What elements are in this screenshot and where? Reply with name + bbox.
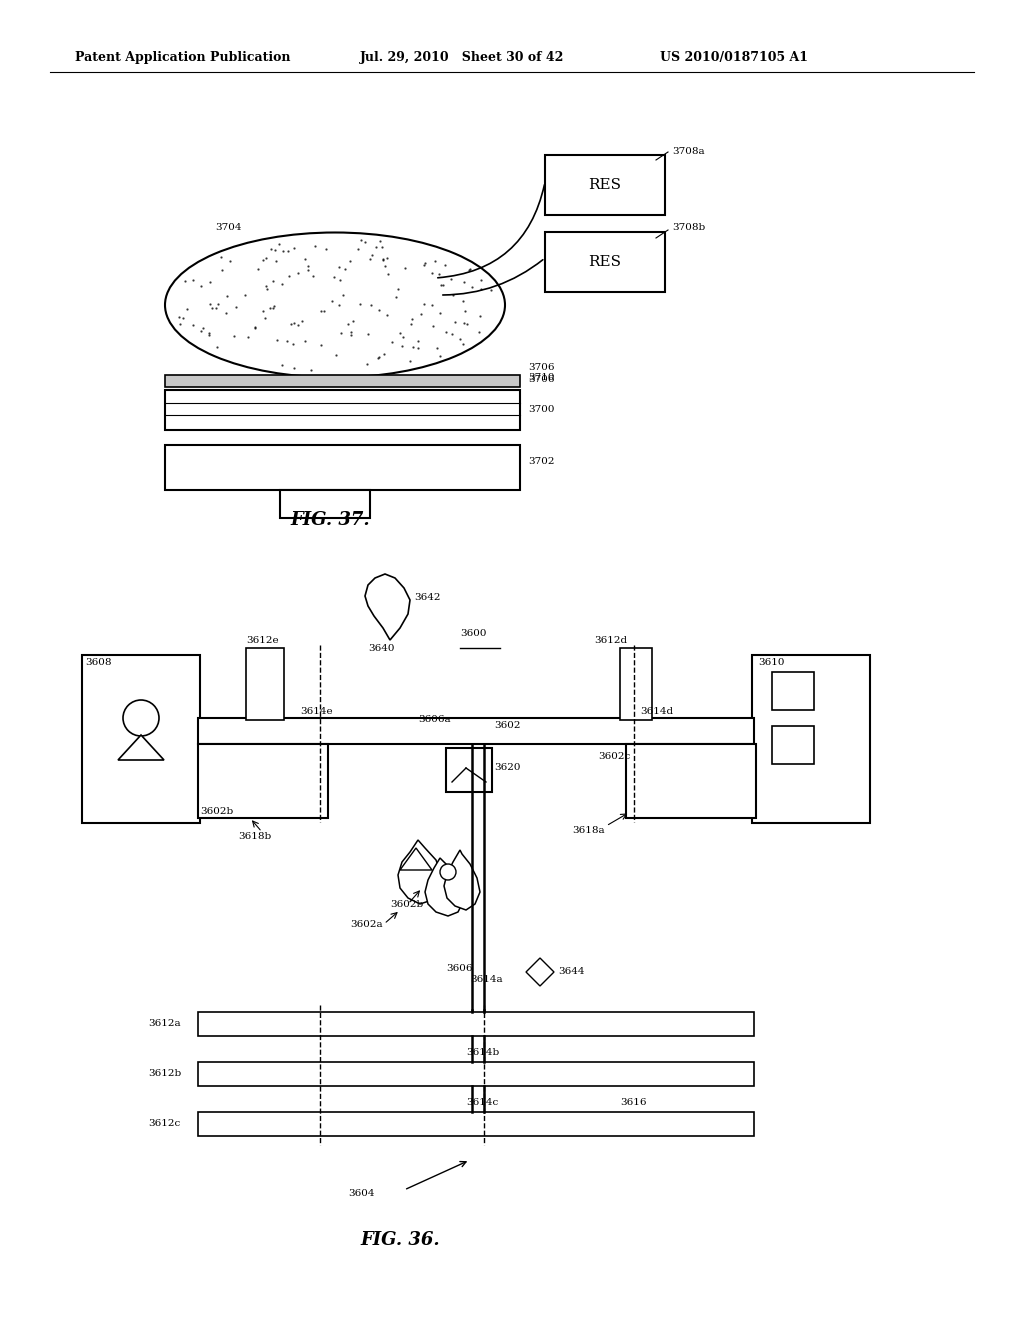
Bar (198, 1012, 754, 1036)
Bar (620, 648, 652, 719)
Bar (198, 1063, 754, 1086)
Bar (446, 748, 492, 792)
Bar (280, 490, 370, 517)
Text: 3610: 3610 (758, 657, 784, 667)
Text: 3608: 3608 (85, 657, 112, 667)
Text: 3604: 3604 (348, 1189, 375, 1199)
Bar (545, 154, 665, 215)
Bar (772, 672, 814, 710)
Text: 3618b: 3618b (238, 832, 271, 841)
Polygon shape (526, 958, 554, 986)
Bar (772, 726, 814, 764)
Polygon shape (118, 735, 164, 760)
Bar (82, 655, 200, 822)
Circle shape (123, 700, 159, 737)
Text: 3702: 3702 (528, 458, 555, 466)
Polygon shape (400, 847, 432, 870)
Text: Patent Application Publication: Patent Application Publication (75, 51, 291, 65)
Bar (198, 718, 754, 744)
Bar (545, 232, 665, 292)
Text: 3620: 3620 (494, 763, 520, 772)
Text: 3618a: 3618a (572, 826, 604, 836)
Text: Jul. 29, 2010   Sheet 30 of 42: Jul. 29, 2010 Sheet 30 of 42 (360, 51, 564, 65)
Text: 3612e: 3612e (246, 636, 279, 645)
Text: FIG. 36.: FIG. 36. (360, 1232, 440, 1249)
Polygon shape (425, 858, 464, 916)
Bar (626, 744, 756, 818)
Text: 3602b: 3602b (390, 900, 423, 909)
Text: 3616: 3616 (620, 1098, 646, 1107)
Text: 3706: 3706 (528, 375, 555, 384)
Text: 3614a: 3614a (470, 975, 503, 983)
Bar (198, 1111, 754, 1137)
Text: 3600: 3600 (460, 630, 486, 638)
Text: RES: RES (589, 178, 622, 191)
Polygon shape (444, 850, 480, 909)
Text: 3612b: 3612b (148, 1069, 181, 1078)
Text: 3644: 3644 (558, 968, 585, 977)
Circle shape (440, 865, 456, 880)
Text: 3640: 3640 (368, 644, 394, 653)
Bar (198, 744, 328, 818)
Polygon shape (398, 840, 442, 904)
Text: FIG. 37.: FIG. 37. (290, 511, 370, 529)
Text: 3710: 3710 (528, 374, 555, 383)
Text: 3612d: 3612d (594, 636, 627, 645)
Text: 3602: 3602 (494, 722, 520, 730)
Text: 3614d: 3614d (640, 708, 673, 717)
Text: 3602a: 3602a (350, 920, 383, 929)
Text: 3614b: 3614b (466, 1048, 500, 1057)
Text: 3706: 3706 (528, 363, 555, 372)
Bar (752, 655, 870, 822)
Text: 3708a: 3708a (672, 148, 705, 157)
Bar (165, 445, 520, 490)
Text: 3700: 3700 (528, 405, 555, 414)
Text: 3642: 3642 (414, 594, 440, 602)
Text: RES: RES (589, 255, 622, 269)
Text: 3612c: 3612c (148, 1119, 180, 1129)
Text: 3606a: 3606a (418, 715, 451, 725)
Bar (165, 375, 520, 387)
Bar (165, 389, 520, 430)
Bar (246, 648, 284, 719)
Polygon shape (365, 574, 410, 640)
Text: 3614c: 3614c (466, 1098, 499, 1107)
Text: 3612a: 3612a (148, 1019, 180, 1028)
Text: 3602b: 3602b (200, 807, 233, 816)
Text: 3602c: 3602c (598, 752, 630, 762)
Text: US 2010/0187105 A1: US 2010/0187105 A1 (660, 51, 808, 65)
Text: 3708b: 3708b (672, 223, 706, 232)
Text: 3704: 3704 (215, 223, 242, 232)
Text: 3614e: 3614e (300, 708, 333, 717)
Ellipse shape (165, 232, 505, 378)
Text: 3606: 3606 (446, 964, 472, 973)
